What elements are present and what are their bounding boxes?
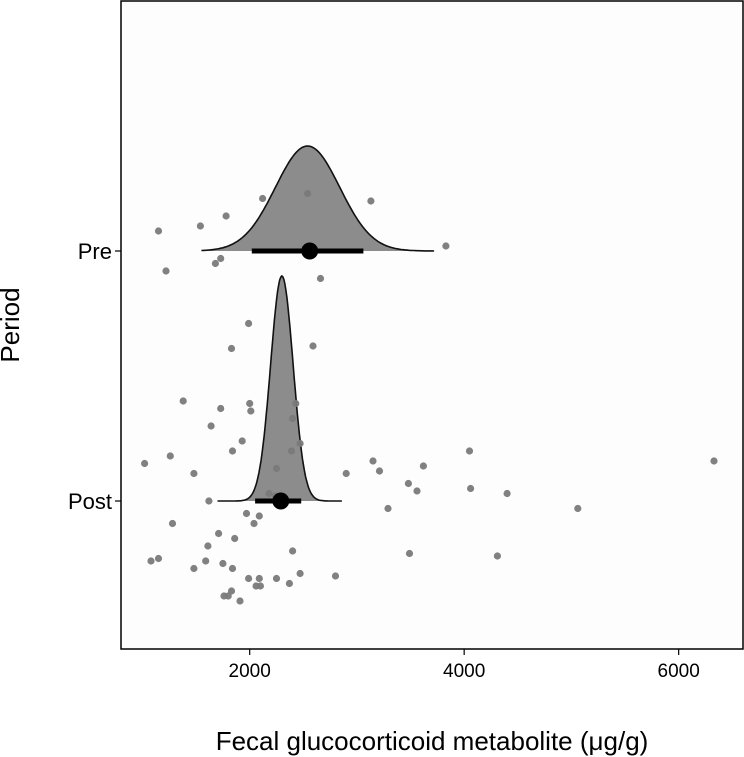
data-point-post [202, 557, 210, 565]
data-point-post [224, 592, 232, 600]
data-point-post [465, 447, 474, 455]
data-point-post [342, 469, 350, 478]
data-point-post [272, 574, 281, 583]
data-point-post [404, 479, 412, 488]
data-point-post [231, 534, 239, 543]
data-point-post [228, 447, 237, 455]
data-point-pre [217, 254, 225, 263]
data-point-post [405, 549, 414, 558]
x-tick-label: 6000 [658, 661, 700, 682]
panel-background [120, 0, 744, 650]
data-point-post [255, 574, 263, 583]
x-tick-label: 2000 [229, 661, 271, 682]
data-point-post [250, 519, 258, 528]
points-layer [141, 189, 718, 605]
data-point-post [493, 552, 501, 560]
data-point-post [413, 487, 421, 495]
y-tick-label-post: Post [68, 489, 112, 514]
data-point-post [154, 554, 163, 563]
data-point-post [166, 452, 174, 460]
data-point-pre [154, 227, 163, 235]
data-point-post [384, 504, 392, 513]
data-point-post [227, 344, 236, 353]
data-point-post [205, 497, 213, 505]
y-axis-title: Period [0, 287, 25, 362]
data-point-post [289, 414, 297, 423]
data-point-pre [211, 259, 219, 268]
data-point-post [147, 557, 155, 565]
density-outline-post [217, 274, 342, 502]
data-point-post [272, 464, 281, 473]
data-point-post [204, 542, 212, 550]
data-point-post [245, 574, 253, 583]
data-point-post [256, 582, 264, 590]
data-point-post [287, 447, 296, 455]
data-point-post [285, 579, 293, 588]
data-point-pre [259, 194, 267, 203]
data-point-post [228, 564, 237, 573]
data-point-post [247, 407, 255, 415]
data-point-post [190, 469, 198, 478]
data-point-pre [162, 267, 170, 275]
data-point-pre [196, 222, 204, 230]
data-point-post [219, 559, 227, 568]
data-point-post [503, 489, 511, 498]
data-point-pre [442, 242, 450, 250]
data-point-post [289, 547, 297, 555]
data-point-post [375, 467, 384, 475]
y-tick-label-pre: Pre [78, 239, 112, 264]
data-point-post [236, 597, 244, 605]
data-point-post [242, 509, 251, 518]
summary-point-pre [301, 242, 319, 260]
data-point-post [467, 484, 475, 493]
data-point-post [246, 399, 254, 408]
data-point-post [207, 422, 215, 430]
data-point-post [168, 519, 177, 528]
x-tick-label: 4000 [443, 661, 485, 682]
data-point-post [309, 342, 317, 350]
data-point-post [238, 437, 246, 445]
data-point-pre [316, 274, 325, 283]
density-pre [201, 146, 435, 251]
data-point-post [255, 512, 263, 520]
x-axis: 2000 4000 6000 [229, 649, 700, 682]
data-point-post [296, 439, 304, 448]
data-point-post [292, 399, 300, 408]
density-layer [201, 145, 435, 502]
data-point-post [369, 457, 377, 465]
data-point-pre [222, 212, 230, 220]
data-point-post [296, 569, 304, 578]
data-point-post [141, 459, 149, 468]
data-point-post [179, 397, 187, 405]
data-point-post [574, 504, 582, 513]
density-post [217, 276, 342, 501]
data-point-post [710, 457, 718, 465]
summary-layer [251, 242, 364, 510]
data-point-post [331, 572, 340, 580]
data-point-post [419, 462, 427, 470]
data-point-pre [304, 189, 312, 198]
x-axis-title: Fecal glucocorticoid metabolite (μg/g) [216, 726, 649, 756]
y-axis: Pre Post [68, 239, 121, 514]
data-point-post [217, 404, 225, 413]
data-point-post [215, 529, 223, 538]
data-point-pre [367, 197, 375, 205]
summary-point-post [272, 492, 290, 510]
data-point-post [265, 489, 273, 498]
density-outline-pre [201, 145, 435, 252]
data-point-post [245, 319, 253, 328]
data-point-post [190, 564, 198, 573]
